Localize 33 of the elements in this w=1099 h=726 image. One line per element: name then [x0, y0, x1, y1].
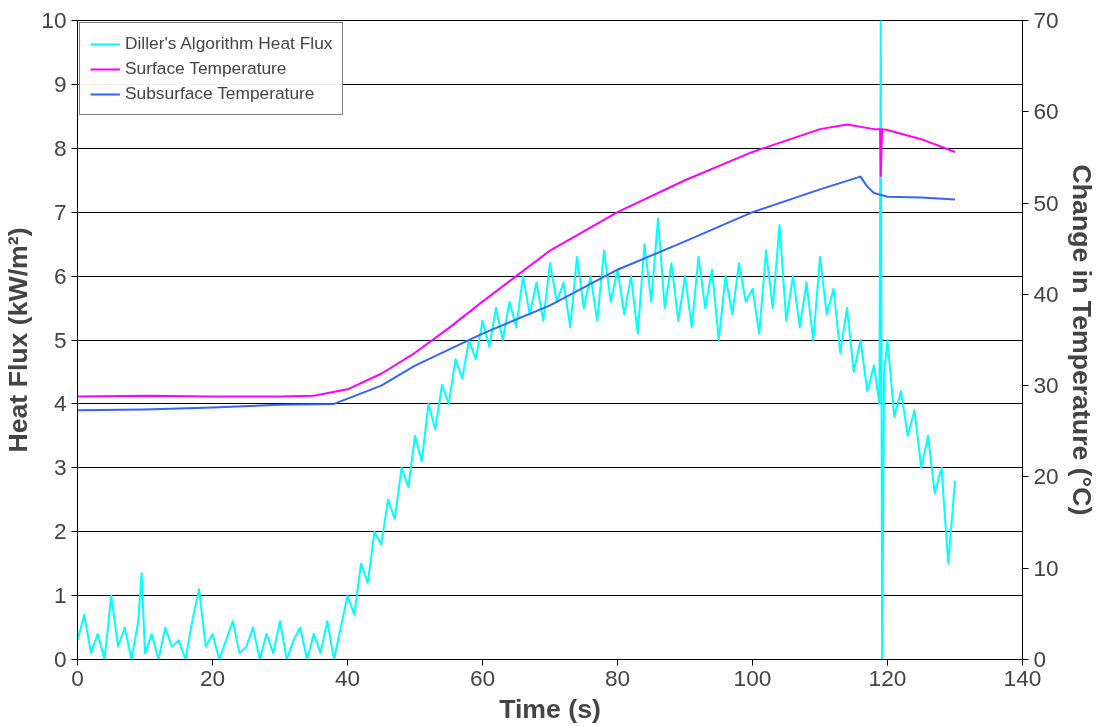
- y-tick-label: 5: [53, 326, 67, 353]
- x-tick-label: 40: [334, 664, 361, 691]
- y2-tick-label: 70: [1033, 7, 1059, 33]
- legend-label: Diller's Algorithm Heat Flux: [125, 33, 333, 54]
- x-axis-title: Time (s): [499, 693, 601, 724]
- x-tick-label: 100: [733, 664, 772, 691]
- y-tick-label: 10: [41, 7, 67, 33]
- y2-tick-label: 20: [1033, 463, 1059, 490]
- y-tick-label: 6: [53, 262, 67, 289]
- x-tick-label: 120: [868, 664, 907, 691]
- y-tick-label: 0: [53, 646, 67, 672]
- y-axis-title: Heat Flux (kW/m²): [3, 227, 34, 453]
- line-series: [77, 123, 956, 398]
- line-series: [77, 175, 956, 412]
- y-tick-label: 4: [53, 390, 67, 417]
- y-tick-label: 2: [53, 518, 67, 545]
- y-tick-label: 7: [53, 198, 67, 225]
- y2-tick-label: 60: [1033, 98, 1059, 125]
- x-tick-label: 60: [469, 664, 496, 691]
- x-tick-label: 20: [199, 664, 226, 691]
- legend-label: Subsurface Temperature: [125, 83, 315, 104]
- y2-tick-label: 50: [1033, 189, 1059, 216]
- y-tick-label: 9: [53, 70, 67, 97]
- y2-tick-label: 10: [1033, 554, 1059, 581]
- x-tick-label: 80: [604, 664, 631, 691]
- y-tick-label: 1: [53, 582, 67, 609]
- y2-tick-label: 40: [1033, 280, 1059, 307]
- y2-tick-label: 30: [1033, 372, 1059, 399]
- y2-axis-title: Change in Temperature (°C): [1066, 164, 1097, 516]
- x-tick-label: 0: [71, 664, 84, 691]
- legend-label: Surface Temperature: [125, 58, 287, 79]
- y-tick-label: 8: [53, 134, 67, 161]
- y-tick-label: 3: [53, 454, 67, 481]
